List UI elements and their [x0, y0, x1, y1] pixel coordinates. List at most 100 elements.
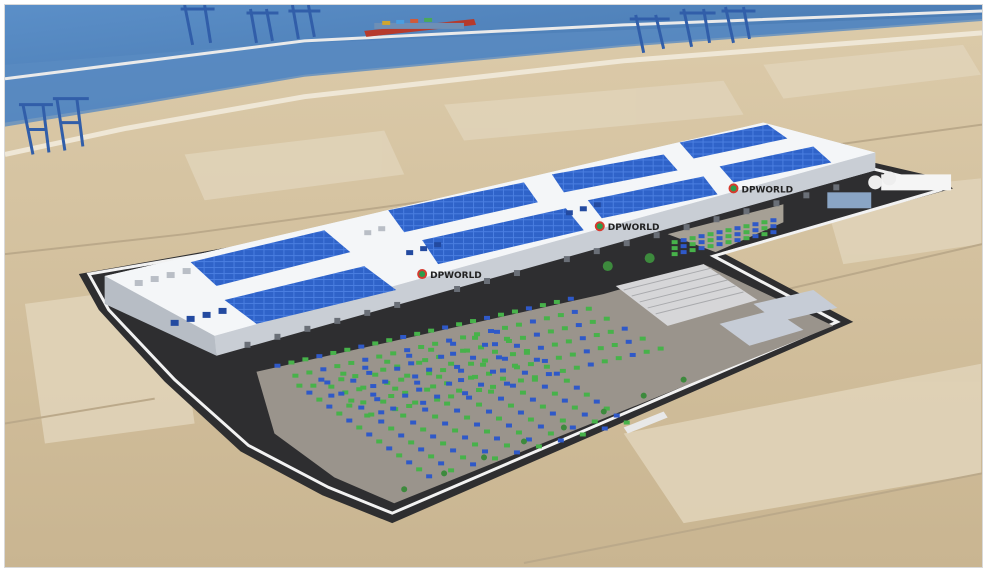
roof-vents — [134, 226, 386, 286]
container — [432, 414, 439, 419]
container — [493, 329, 500, 334]
container — [482, 449, 489, 454]
container — [382, 379, 389, 384]
container — [400, 335, 407, 340]
container — [734, 232, 741, 237]
container — [770, 230, 777, 235]
container — [557, 438, 564, 443]
container — [466, 395, 473, 400]
container — [561, 326, 568, 331]
crane-group — [18, 5, 756, 155]
dpworld-logo-1: DPWORLD — [417, 269, 482, 281]
container — [476, 402, 483, 407]
container — [482, 342, 489, 347]
container — [380, 399, 387, 404]
container — [511, 363, 518, 368]
container — [716, 242, 723, 247]
container — [591, 419, 598, 424]
container — [761, 232, 768, 237]
container — [328, 393, 335, 398]
container — [611, 342, 618, 347]
container — [394, 364, 401, 369]
container — [488, 329, 494, 334]
container — [525, 437, 532, 442]
trees — [401, 253, 687, 493]
container — [464, 348, 471, 353]
container — [446, 381, 453, 386]
container — [583, 349, 590, 354]
container — [348, 398, 355, 403]
container — [503, 443, 510, 448]
container — [689, 236, 696, 241]
container — [499, 368, 506, 373]
container — [428, 347, 435, 352]
container — [386, 446, 393, 451]
container — [707, 244, 714, 249]
container — [390, 406, 397, 411]
container — [362, 365, 369, 370]
container — [460, 335, 467, 340]
container — [725, 234, 732, 239]
container — [402, 390, 409, 395]
container — [497, 312, 504, 317]
container — [356, 387, 363, 392]
container — [698, 240, 705, 245]
container — [689, 248, 696, 253]
container — [438, 354, 445, 359]
container — [378, 419, 385, 424]
container — [274, 363, 281, 368]
container — [366, 370, 373, 375]
container — [374, 397, 381, 402]
container — [482, 358, 489, 363]
container — [581, 412, 588, 417]
container — [370, 384, 377, 389]
container-ship — [364, 17, 477, 37]
container — [698, 246, 705, 251]
container — [296, 383, 303, 388]
container — [414, 331, 421, 336]
container — [761, 220, 768, 225]
container — [597, 346, 604, 351]
container — [743, 224, 750, 229]
container — [501, 356, 508, 361]
container — [761, 226, 768, 231]
container — [734, 226, 741, 231]
container — [346, 403, 353, 408]
container-stacks — [274, 218, 777, 479]
container — [458, 368, 465, 373]
container — [362, 357, 369, 362]
container — [372, 341, 379, 346]
container — [416, 467, 423, 472]
container — [440, 441, 447, 446]
container — [601, 426, 608, 431]
container — [545, 372, 552, 377]
container — [476, 388, 483, 393]
container — [593, 399, 600, 404]
container — [521, 370, 528, 375]
container — [547, 431, 554, 436]
container — [416, 360, 423, 365]
container — [368, 412, 375, 417]
container-yard — [256, 264, 834, 504]
container — [533, 332, 540, 337]
container — [557, 313, 564, 318]
container — [430, 384, 437, 389]
container — [418, 447, 425, 452]
container — [384, 359, 391, 364]
container — [478, 382, 485, 387]
container — [412, 400, 419, 405]
container — [515, 430, 522, 435]
dpworld-logo-2: DPWORLD — [594, 221, 659, 233]
container — [707, 232, 714, 237]
container — [436, 374, 443, 379]
container — [474, 422, 481, 427]
container — [539, 404, 546, 409]
container — [448, 394, 455, 399]
container — [497, 396, 504, 401]
container — [448, 468, 455, 473]
container — [492, 456, 498, 461]
container — [396, 453, 403, 458]
container — [486, 409, 493, 414]
container — [422, 407, 429, 412]
container — [511, 309, 518, 314]
